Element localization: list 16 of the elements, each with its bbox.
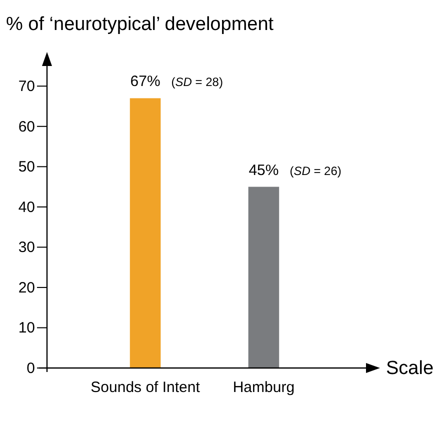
y-tick-label: 60 (18, 118, 35, 136)
y-tick-label: 0 (26, 360, 35, 377)
x-axis-title: Scale (386, 358, 434, 379)
annotation: (SD = 26) (290, 164, 342, 178)
y-tick-label: 20 (18, 279, 35, 296)
data-label: 45% (248, 162, 279, 179)
y-tick-label: 40 (18, 198, 35, 216)
y-tick-label: 70 (18, 78, 35, 96)
data-label: 67% (130, 73, 160, 90)
annotation: (SD = 28) (171, 75, 223, 90)
y-axis-title: % of ‘neurotypical’ development (6, 14, 274, 35)
x-tick-label: Sounds of Intent (90, 379, 201, 396)
y-tick-label: 10 (18, 320, 35, 337)
x-tick-label: Hamburg (232, 379, 295, 396)
y-tick-label: 30 (18, 239, 35, 256)
y-tick-label: 50 (18, 158, 35, 176)
